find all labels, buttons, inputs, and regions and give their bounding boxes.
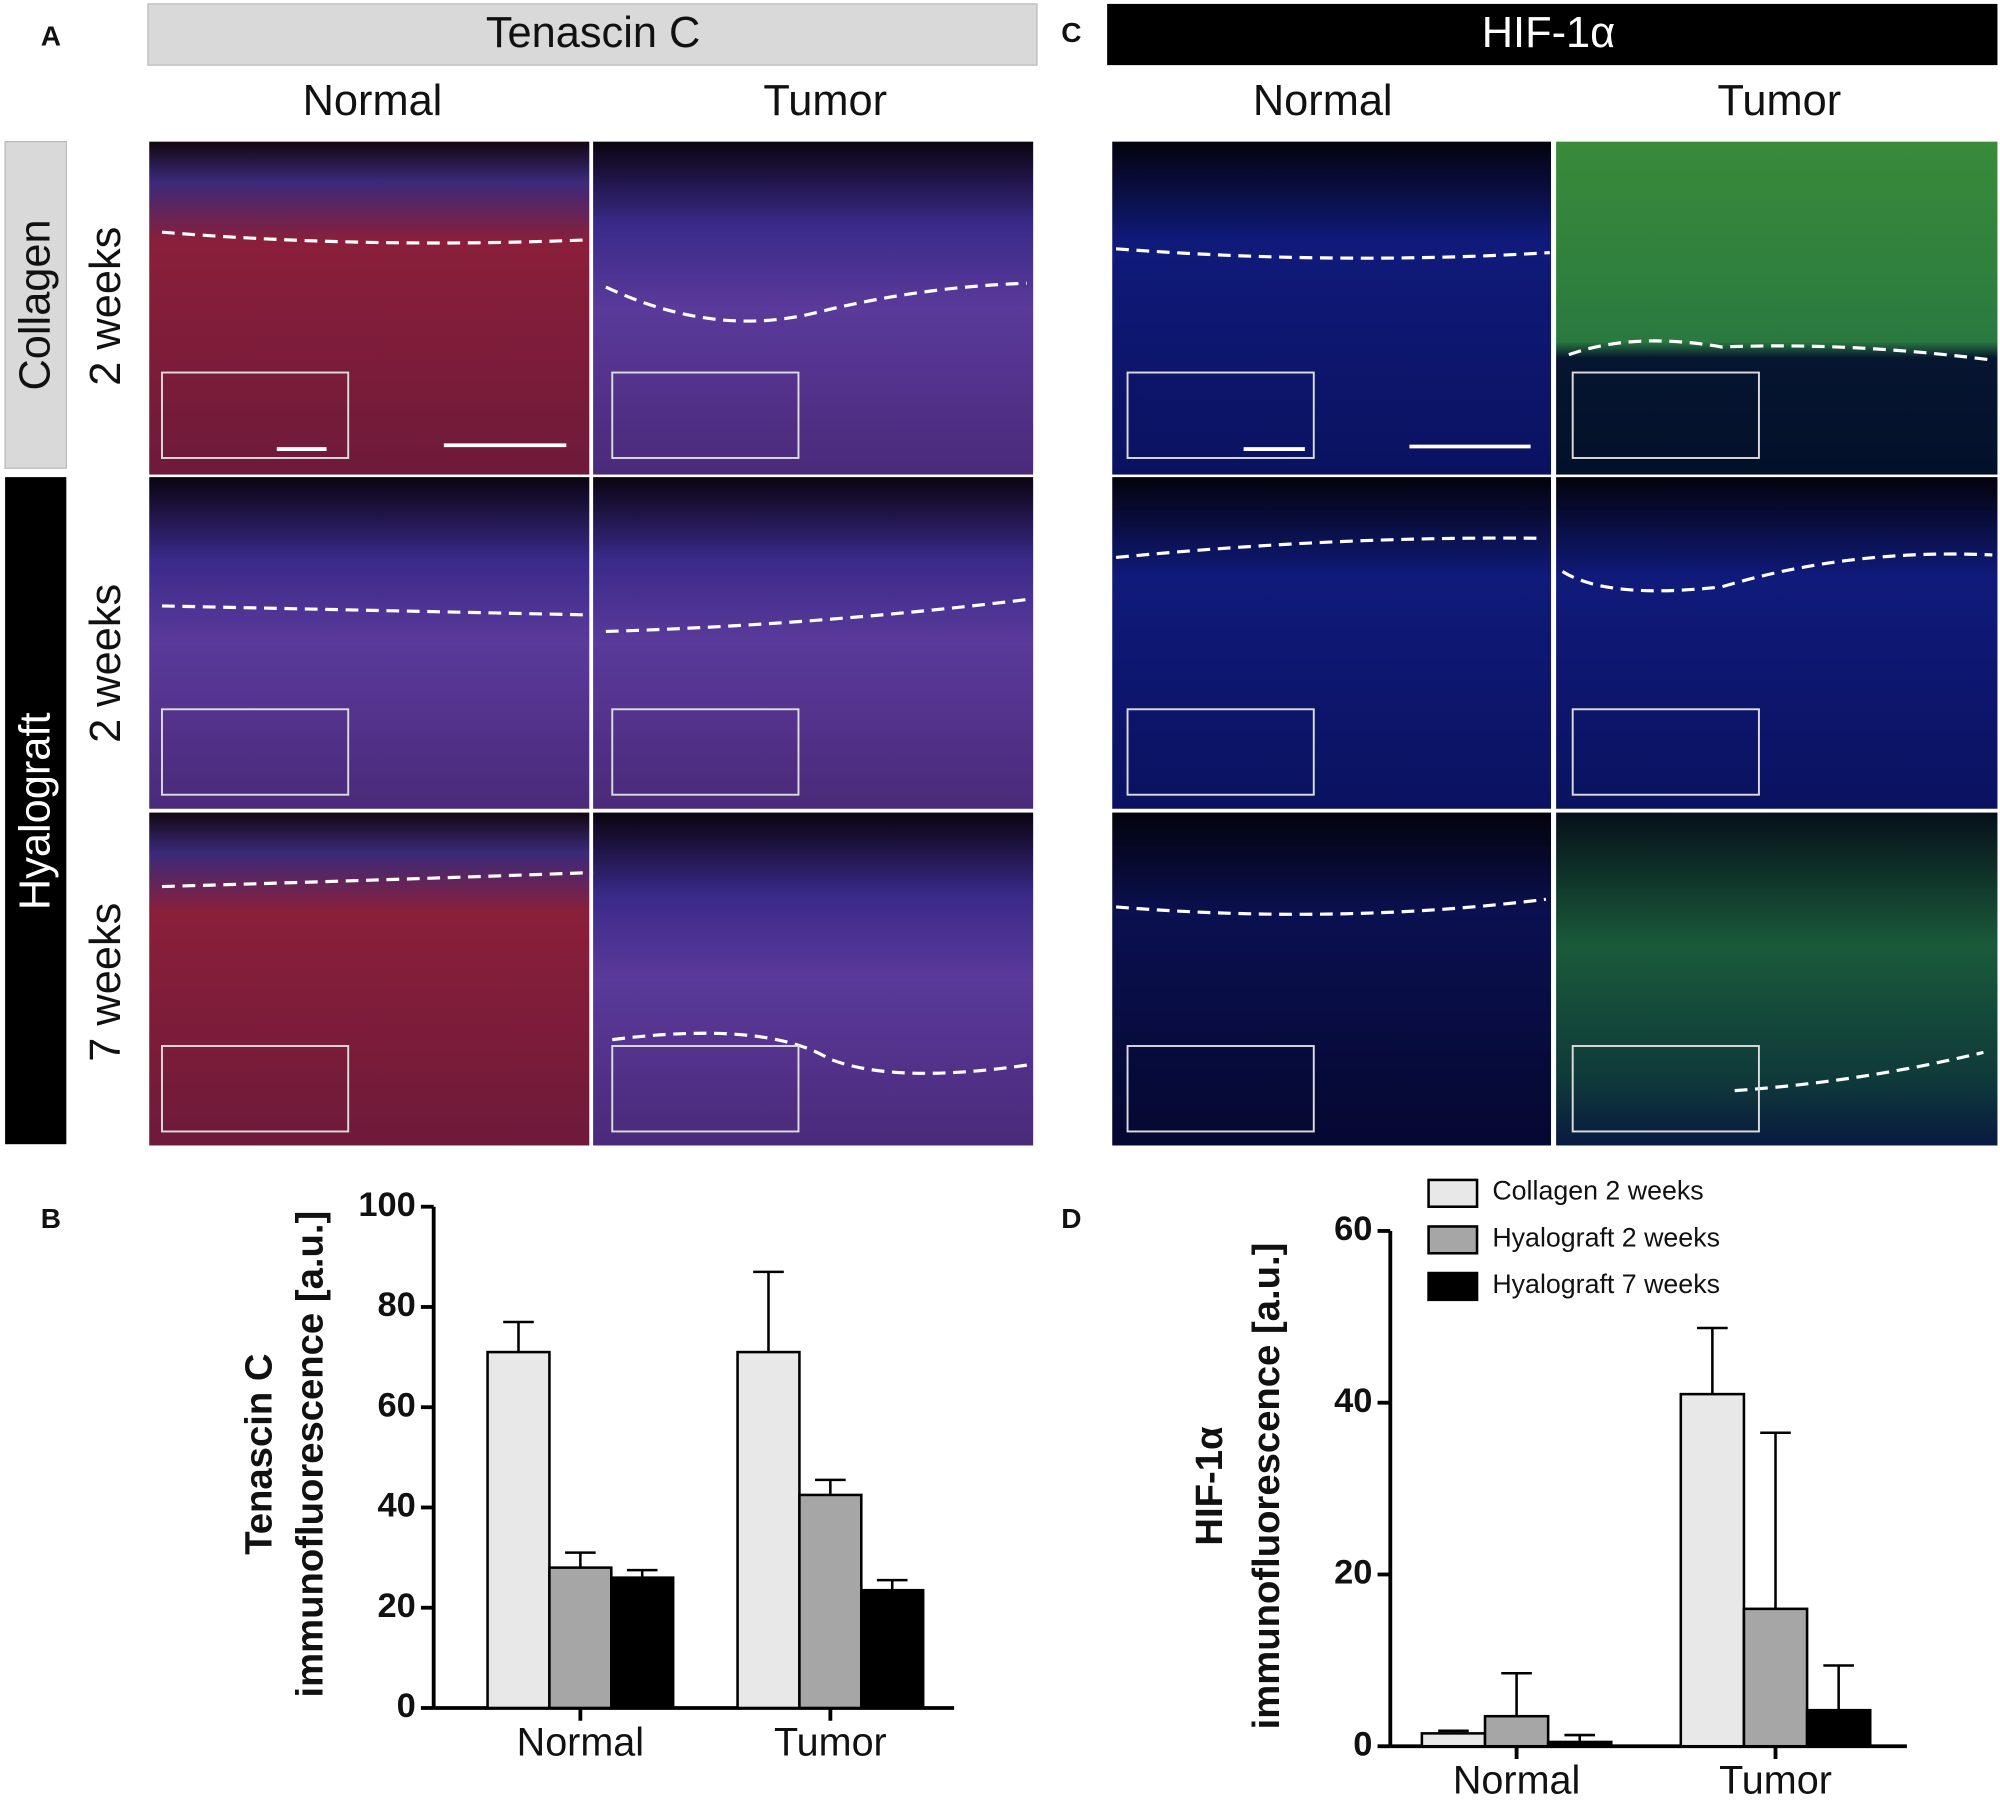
y-tick-label: 60: [378, 1386, 416, 1424]
micrograph: [149, 477, 590, 809]
y-axis-label: HIF-1α: [1188, 1426, 1231, 1546]
header-box: [147, 3, 1038, 66]
y-tick-label: 60: [1334, 1210, 1372, 1248]
row-group-box: [5, 477, 67, 1145]
micrograph: [1556, 141, 1998, 475]
y-axis-label: Tenascin C: [238, 1354, 281, 1555]
header-box: [1107, 3, 1998, 66]
micrograph: [1112, 141, 1552, 475]
panel-letter: B: [41, 1203, 61, 1234]
scale-bars: [276, 443, 1531, 451]
column-label: Tumor: [763, 77, 887, 125]
micrograph: [149, 141, 590, 475]
bar: [548, 1566, 613, 1710]
legend-label: Hyalograft 2 weeks: [1492, 1222, 1720, 1252]
panel-letter: C: [1061, 17, 1081, 48]
row-label: 2 weeks: [82, 584, 130, 743]
row-group-box: [4, 141, 67, 469]
x-tick-label: Tumor: [1719, 1759, 1832, 1803]
y-tick-label: 40: [378, 1487, 416, 1525]
legend-label: Collagen 2 weeks: [1492, 1176, 1703, 1206]
legend-swatch: [1427, 1225, 1479, 1255]
x-tick-label: Tumor: [774, 1720, 887, 1764]
bar: [1420, 1732, 1487, 1748]
y-tick-label: 0: [1353, 1725, 1372, 1763]
micrograph: [593, 477, 1034, 809]
boundary-lines: [161, 230, 1993, 1093]
bar: [1742, 1607, 1809, 1748]
y-tick-label: 20: [378, 1587, 416, 1625]
bar: [486, 1350, 551, 1710]
row-label: 7 weeks: [82, 903, 130, 1062]
micrograph: [1556, 477, 1998, 809]
panel-letter: A: [41, 21, 61, 52]
bar: [1546, 1740, 1613, 1748]
micrograph: [1112, 812, 1552, 1146]
bar: [1679, 1392, 1746, 1748]
x-tick-label: Normal: [1453, 1759, 1580, 1803]
bar: [1483, 1714, 1550, 1748]
y-tick-label: 100: [358, 1186, 415, 1224]
micrograph: [1556, 812, 1998, 1146]
row-label: 2 weeks: [82, 227, 130, 386]
y-tick-label: 0: [397, 1687, 416, 1725]
y-tick-label: 20: [1334, 1554, 1372, 1592]
bar: [798, 1493, 863, 1710]
y-tick-label: 80: [378, 1286, 416, 1324]
legend-swatch: [1427, 1271, 1479, 1302]
micrograph: [593, 141, 1034, 475]
bar: [736, 1350, 801, 1710]
bar: [860, 1588, 925, 1710]
x-tick-label: Normal: [517, 1720, 644, 1764]
row-group-label: Hyalograft: [12, 712, 60, 910]
row-group-label: Collagen: [12, 219, 60, 390]
micrograph: [1112, 477, 1552, 809]
bar: [1805, 1708, 1872, 1748]
bar: [610, 1576, 675, 1710]
y-axis-label: immunofluorescence [a.u.]: [1245, 1243, 1288, 1730]
micrograph-grid: [149, 141, 1998, 1146]
column-label: Normal: [1253, 77, 1393, 125]
insets: [161, 371, 1760, 1133]
y-axis-label: immunofluorescence [a.u.]: [289, 1211, 332, 1698]
legend-label: Hyalograft 7 weeks: [1492, 1269, 1720, 1299]
micrograph: [593, 812, 1034, 1146]
panel-title: Tenascin C: [486, 9, 701, 57]
micrograph: [149, 812, 590, 1146]
column-label: Normal: [303, 77, 443, 125]
legend-swatch: [1427, 1178, 1479, 1208]
panel-letter: D: [1061, 1203, 1081, 1234]
panel-title: HIF-1α: [1482, 9, 1615, 57]
y-tick-label: 40: [1334, 1382, 1372, 1420]
column-label: Tumor: [1718, 77, 1842, 125]
